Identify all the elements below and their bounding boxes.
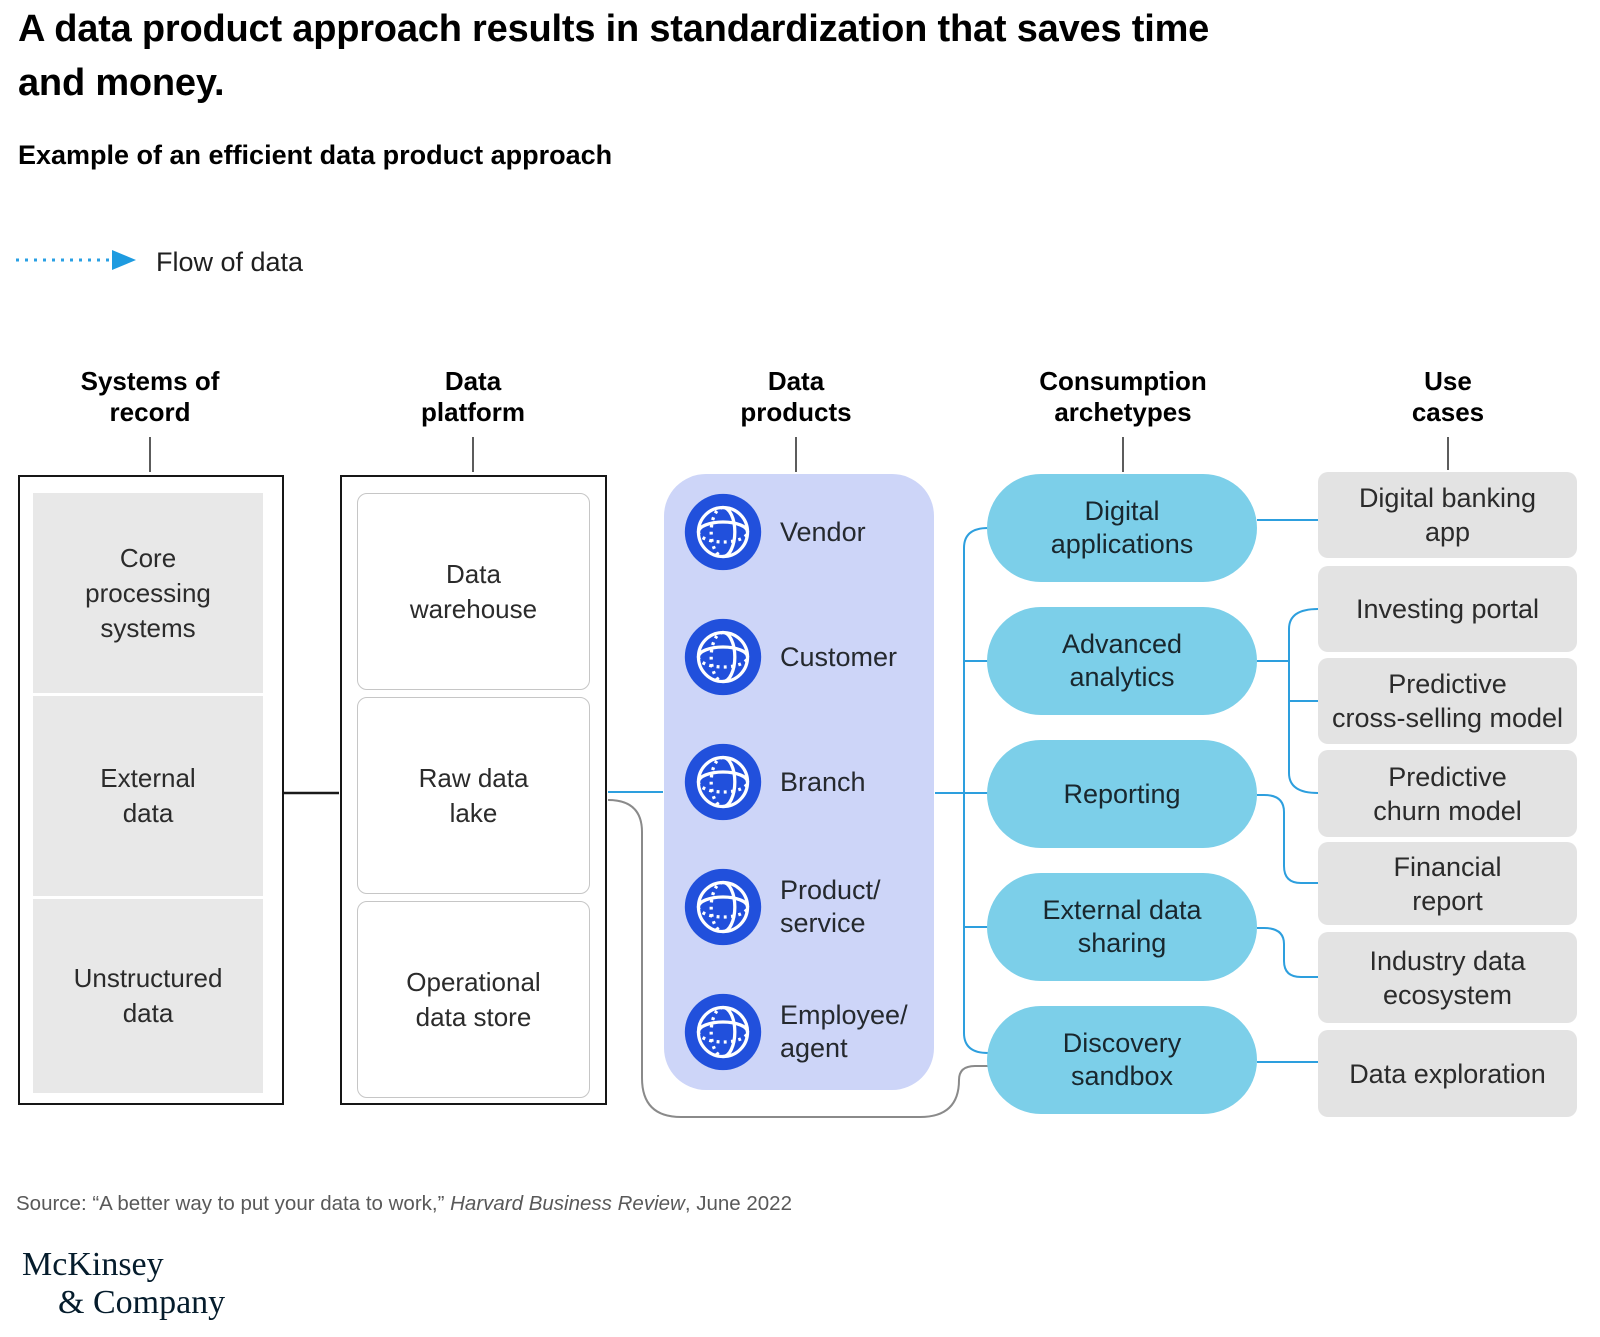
usecase-predictive-churn-model: Predictive churn model: [1318, 750, 1577, 837]
page-title: A data product approach results in stand…: [18, 8, 1210, 104]
globe-icon: [683, 867, 763, 947]
source-note: Source: “A better way to put your data t…: [16, 1192, 792, 1215]
logo-line-2: & Company: [58, 1284, 226, 1321]
flow-arrow-icon: [14, 246, 138, 279]
archetype-advanced-analytics: Advanced analytics: [987, 607, 1257, 715]
source-publication: Harvard Business Review: [450, 1192, 685, 1215]
platform-item-operational-data-store: Operational data store: [357, 901, 590, 1098]
globe-icon: [683, 742, 763, 822]
usecase-financial-report: Financial report: [1318, 842, 1577, 925]
usecase-investing-portal: Investing portal: [1318, 566, 1577, 652]
usecase-data-exploration: Data exploration: [1318, 1030, 1577, 1117]
globe-icon: [683, 492, 763, 572]
record-item-unstructured-data: Unstructured data: [33, 899, 263, 1093]
mckinsey-logo: McKinsey & Company: [22, 1246, 225, 1322]
usecase-digital-banking-app: Digital banking app: [1318, 472, 1577, 558]
header-use-cases: Use cases: [1411, 366, 1485, 427]
globe-icon: [683, 992, 763, 1072]
product-item-product-service: Product/ service: [780, 875, 881, 938]
product-item-vendor: Vendor: [780, 516, 866, 547]
archetype-external-data-sharing: External data sharing: [987, 873, 1257, 981]
globe-icon: [683, 617, 763, 697]
archetype-digital-applications: Digital applications: [987, 474, 1257, 582]
header-data-products: Data products: [740, 366, 852, 427]
usecase-industry-data-ecosystem: Industry data ecosystem: [1318, 932, 1577, 1023]
legend-label: Flow of data: [156, 247, 304, 277]
header-consumption-archetypes: Consumption archetypes: [1039, 366, 1207, 427]
logo-line-1: McKinsey: [22, 1246, 164, 1283]
platform-item-raw-data-lake: Raw data lake: [357, 697, 590, 894]
platform-item-data-warehouse: Data warehouse: [357, 493, 590, 690]
header-data-platform: Data platform: [421, 366, 525, 427]
product-item-customer: Customer: [780, 641, 898, 672]
legend-flow-of-data: Flow of data: [14, 246, 303, 279]
product-item-employee-agent: Employee/ agent: [780, 1000, 908, 1063]
record-item-external-data: External data: [33, 696, 263, 896]
record-item-core-processing: Core processing systems: [33, 493, 263, 693]
product-item-branch: Branch: [780, 766, 866, 797]
archetype-discovery-sandbox: Discovery sandbox: [987, 1006, 1257, 1114]
archetype-reporting: Reporting: [987, 740, 1257, 848]
usecase-predictive-cross-selling-model: Predictive cross-selling model: [1318, 658, 1577, 744]
page-subtitle: Example of an efficient data product app…: [18, 140, 613, 170]
header-systems-of-record: Systems of record: [80, 366, 220, 427]
